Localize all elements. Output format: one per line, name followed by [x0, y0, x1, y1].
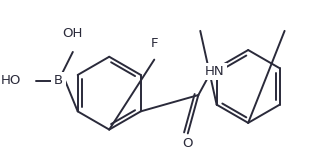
Text: O: O: [183, 137, 193, 150]
Text: F: F: [151, 37, 158, 50]
Text: OH: OH: [63, 27, 83, 40]
Text: B: B: [54, 74, 63, 87]
Text: HO: HO: [1, 74, 21, 87]
Text: HN: HN: [205, 65, 224, 78]
